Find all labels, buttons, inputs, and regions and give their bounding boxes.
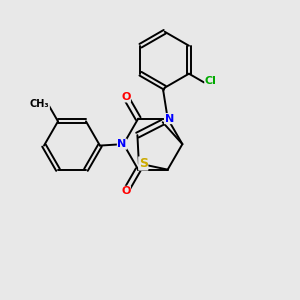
Text: O: O: [121, 186, 130, 196]
Text: S: S: [139, 157, 148, 170]
Text: N: N: [117, 139, 127, 149]
Text: N: N: [164, 114, 174, 124]
Text: O: O: [121, 92, 130, 102]
Text: CH₃: CH₃: [30, 99, 50, 109]
Text: Cl: Cl: [205, 76, 217, 86]
